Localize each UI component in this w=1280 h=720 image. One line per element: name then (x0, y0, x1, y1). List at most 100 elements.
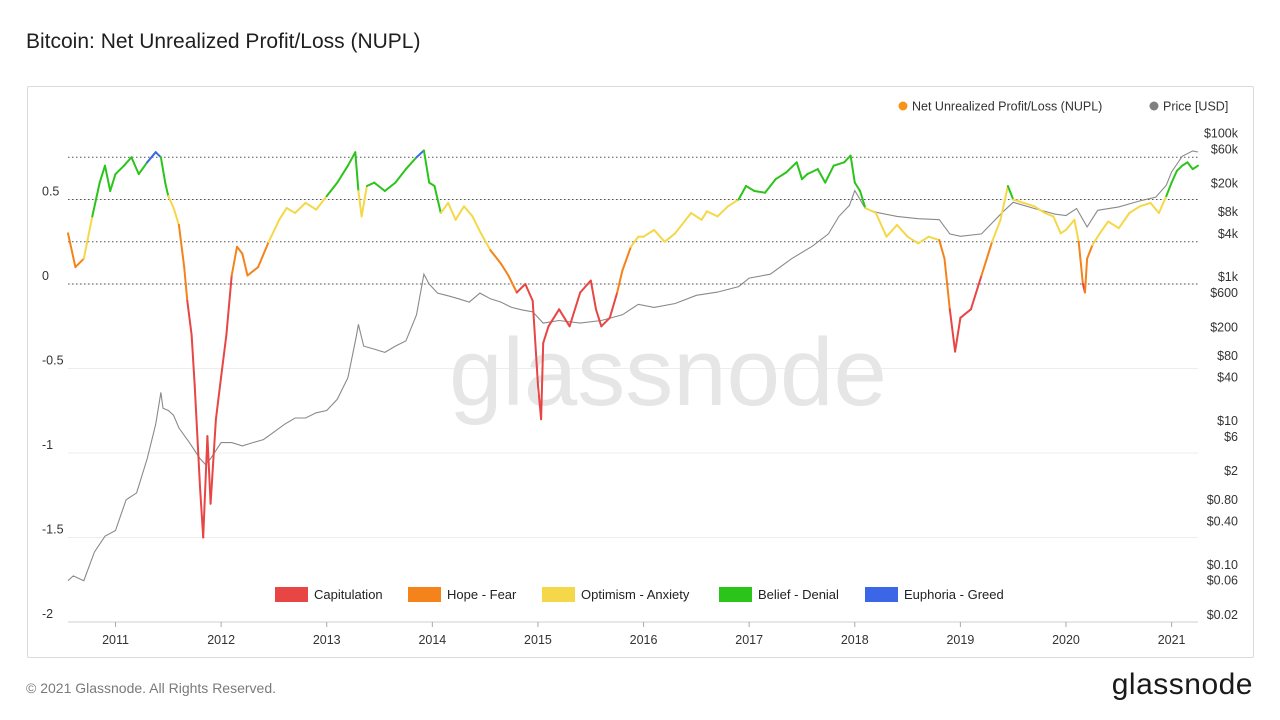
nupl-segment (1012, 198, 1025, 204)
nupl-segment (225, 274, 233, 336)
nupl-chart: glassnode 0.5 0 -0.5 -1 -1.5 -2 $100k $60k $20k $… (42, 100, 1239, 648)
nupl-segment (109, 173, 117, 192)
legend-top-label: Net Unrealized Profit/Loss (NUPL) (912, 100, 1102, 114)
legend-zone-label: Capitulation (314, 587, 383, 602)
nupl-segment (906, 235, 920, 245)
nupl-segment (579, 279, 592, 294)
y-left-tick-label: 0 (42, 269, 49, 283)
nupl-segment (774, 171, 788, 181)
nupl-segment (463, 205, 474, 218)
nupl-segment (164, 181, 170, 198)
nupl-segment (927, 235, 941, 242)
nupl-segment (214, 376, 223, 421)
nupl-segment (1175, 164, 1184, 172)
price-line (67, 150, 1199, 582)
page-title: Bitcoin: Net Unrealized Profit/Loss (NUP… (26, 30, 421, 53)
legend-top-marker (898, 101, 908, 111)
y-left-tick-label: -2 (42, 607, 53, 621)
legend-zone-label: Optimism - Anxiety (581, 587, 690, 602)
nupl-segment (415, 149, 425, 159)
nupl-segment (1033, 205, 1046, 214)
y-left-tick-label: -1.5 (42, 523, 64, 537)
nupl-segment (801, 173, 809, 181)
nupl-segment (853, 181, 862, 192)
legend-zone-swatch (865, 587, 898, 602)
nupl-segment (1077, 240, 1084, 285)
nupl-segment (278, 207, 288, 221)
nupl-segment (948, 308, 957, 353)
nupl-segment (954, 316, 962, 353)
nupl-segment (1065, 218, 1076, 231)
y-right-tick-label: $4k (1218, 227, 1239, 241)
nupl-segment (1107, 220, 1120, 230)
y-right-tick-label: $40 (1217, 371, 1238, 385)
nupl-segment (1073, 218, 1080, 243)
legend-zone-swatch (275, 587, 308, 602)
nupl-segment (146, 151, 157, 164)
x-tick-label: 2011 (102, 633, 129, 647)
nupl-segment (1098, 220, 1110, 235)
price-layer (67, 150, 1199, 582)
legend-zones: Capitulation Hope - Fear Optimism - Anxiet… (275, 587, 1004, 602)
nupl-segment (439, 201, 450, 214)
y-right-tick-label: $100k (1204, 126, 1239, 140)
legend-top-label: Price [USD] (1163, 100, 1228, 114)
x-tick-label: 2021 (1158, 633, 1186, 647)
nupl-segment (816, 168, 827, 184)
nupl-segment (764, 178, 777, 194)
footer-copyright: © 2021 Glassnode. All Rights Reserved. (26, 680, 277, 696)
nupl-segment (629, 235, 640, 248)
y-left-tick-label: 0.5 (42, 185, 59, 199)
nupl-segment (507, 274, 518, 294)
nupl-segment (653, 228, 666, 243)
nupl-segment (74, 257, 85, 269)
y-right-tick-label: $20k (1211, 177, 1239, 191)
nupl-segment (404, 156, 418, 171)
nupl-segment (690, 212, 703, 221)
nupl-segment (943, 257, 951, 311)
nupl-segment (753, 190, 766, 194)
nupl-segment (959, 308, 972, 319)
nupl-segment (246, 266, 260, 277)
nupl-segment (1191, 164, 1199, 171)
nupl-segment (917, 235, 930, 245)
nupl-segment (202, 435, 209, 539)
nupl-segment (540, 342, 545, 421)
glassnode-logo[interactable]: glassnode (1111, 668, 1253, 701)
nupl-segment (1006, 185, 1015, 201)
x-tick-label: 2017 (735, 633, 763, 647)
nupl-segment (999, 185, 1009, 221)
axis-layer: 0.5 0 -0.5 -1 -1.5 -2 $100k $60k $20k $8k $4k $1k $6… (42, 126, 1239, 647)
nupl-segment (874, 212, 888, 238)
nupl-segment (130, 156, 140, 176)
x-tick-label: 2012 (207, 633, 235, 647)
nupl-segment (428, 181, 436, 187)
nupl-segment (294, 201, 307, 214)
nupl-segment (991, 218, 1002, 243)
watermark: glassnode (449, 319, 887, 426)
nupl-segment (745, 185, 756, 192)
nupl-segment (896, 223, 909, 238)
nupl-segment (515, 283, 527, 294)
nupl-segment (547, 308, 561, 328)
legend-zone-swatch (408, 587, 441, 602)
x-tick-label: 2013 (313, 633, 341, 647)
nupl-segment (1170, 169, 1178, 184)
x-tick-label: 2020 (1052, 633, 1080, 647)
legend-top-marker (1149, 101, 1159, 111)
nupl-segment (600, 316, 611, 328)
nupl-segment (230, 245, 238, 277)
legend-zone-swatch (542, 587, 575, 602)
x-tick-label: 2019 (946, 633, 974, 647)
nupl-segment (595, 308, 603, 328)
nupl-segment (795, 161, 803, 181)
nupl-segment (471, 215, 482, 235)
y-right-tick-label: $60k (1211, 142, 1239, 156)
nupl-segment (167, 195, 175, 209)
nupl-segment (183, 266, 189, 302)
nupl-segment (589, 279, 597, 311)
nupl-segment (864, 207, 877, 214)
y-right-tick-label: $200 (1210, 320, 1238, 334)
nupl-segment (558, 308, 571, 328)
nupl-segment (1186, 161, 1194, 171)
